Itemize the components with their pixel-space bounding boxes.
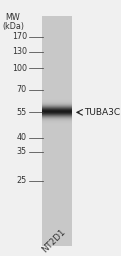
Text: 55: 55: [17, 108, 27, 117]
Bar: [42, 16, 72, 246]
Text: 25: 25: [17, 176, 27, 185]
Text: 35: 35: [17, 147, 27, 156]
Text: 100: 100: [12, 64, 27, 73]
Text: 170: 170: [12, 32, 27, 41]
Text: NT2D1: NT2D1: [40, 227, 67, 254]
Text: MW: MW: [6, 13, 20, 22]
Text: (kDa): (kDa): [2, 22, 24, 31]
Text: 40: 40: [17, 133, 27, 142]
Text: 130: 130: [12, 47, 27, 56]
Text: 70: 70: [17, 85, 27, 94]
Text: TUBA3C: TUBA3C: [84, 108, 120, 117]
